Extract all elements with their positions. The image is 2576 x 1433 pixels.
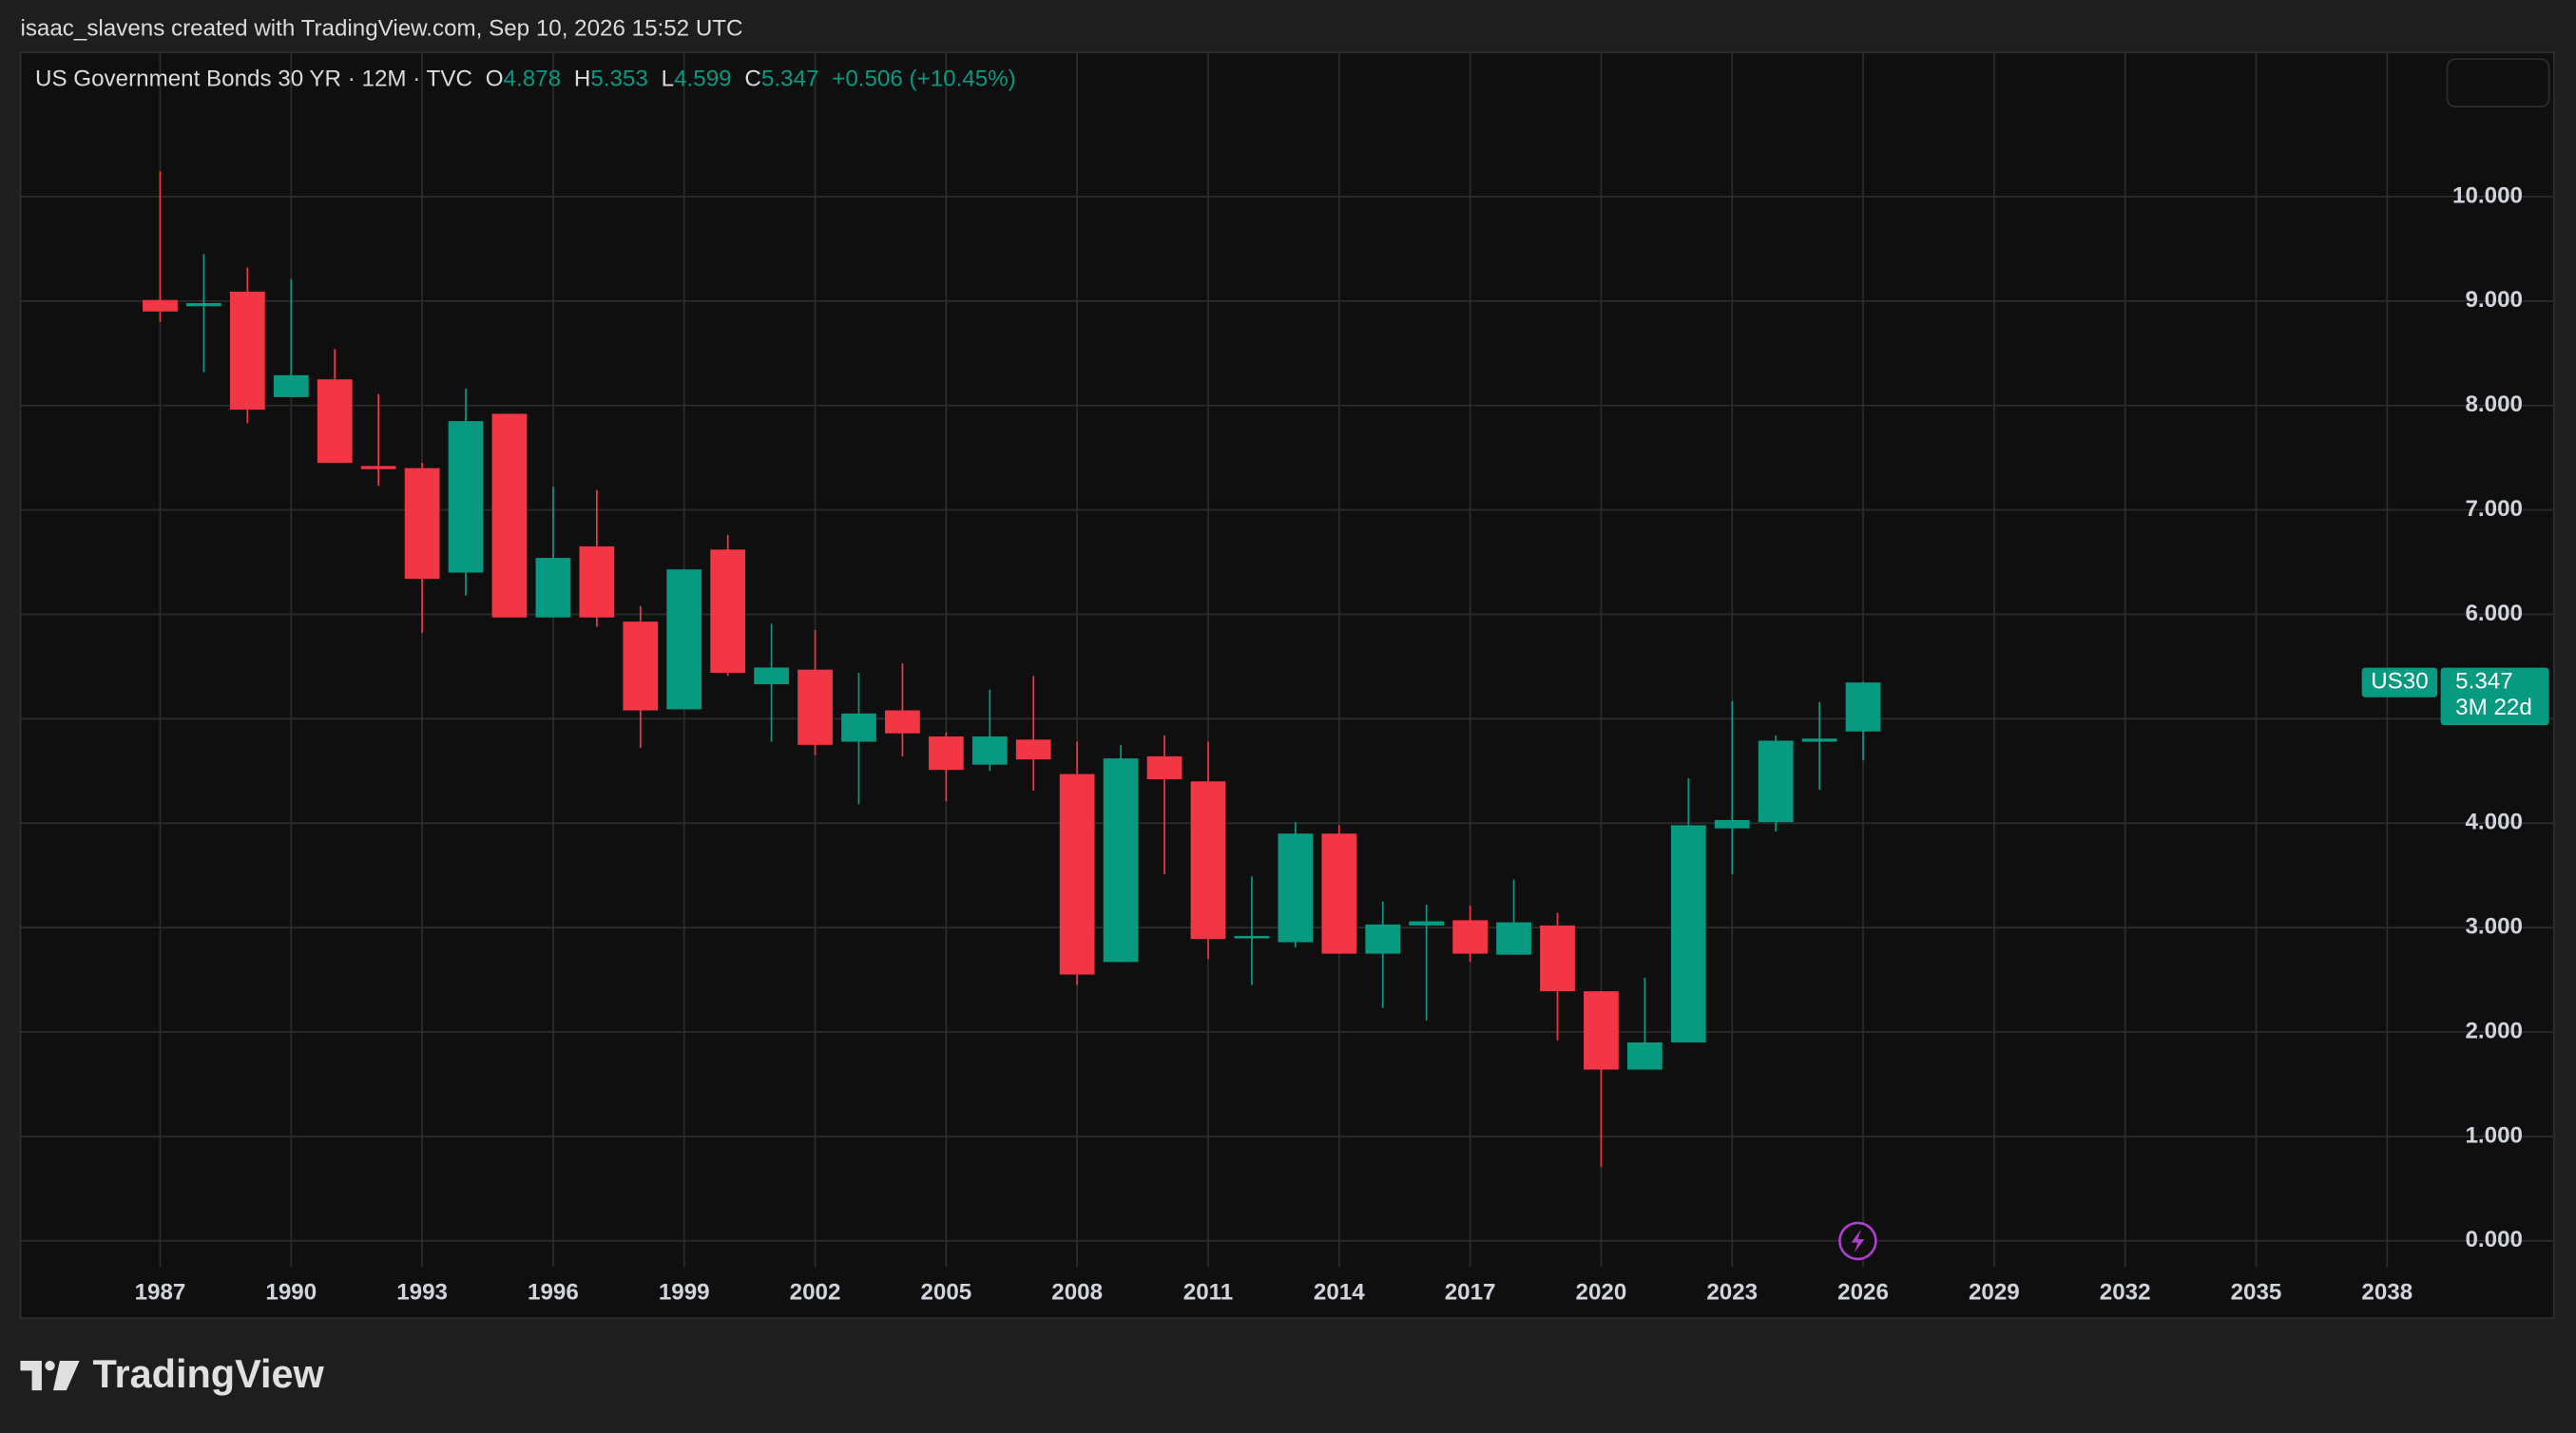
y-tick-label: 10.000	[2452, 182, 2523, 208]
attribution: isaac_slavens created with TradingView.c…	[20, 15, 742, 41]
candle-body	[971, 736, 1008, 765]
symbol-label-box	[2361, 667, 2438, 697]
candle-body	[1540, 925, 1575, 992]
x-tick-label: 2035	[2231, 1280, 2282, 1306]
symbol-title: US Government Bonds 30 YR · 12M · TVC	[35, 67, 472, 92]
candle-body	[1584, 991, 1619, 1070]
ohlc-key: H	[574, 67, 590, 92]
x-tick-label: 2002	[790, 1280, 841, 1306]
grid: 0.0001.0002.0003.0004.0005.0006.0007.000…	[20, 52, 2554, 1306]
candle-body	[841, 713, 876, 742]
countdown-label: 3M 22d	[2455, 695, 2532, 720]
candle-body	[798, 669, 833, 745]
x-tick-label: 1993	[396, 1280, 448, 1306]
logo-text: TradingView	[92, 1351, 324, 1396]
x-tick-label: 2014	[1314, 1280, 1365, 1306]
candle-body	[1801, 738, 1837, 742]
candle-body	[360, 466, 396, 469]
candle-body	[1015, 739, 1051, 760]
y-tick-label: 7.000	[2465, 496, 2522, 522]
price-label-box	[2440, 667, 2549, 726]
candle-body	[491, 413, 528, 618]
y-tick-label: 8.000	[2465, 392, 2522, 417]
candle-body	[1714, 819, 1750, 829]
x-tick-label: 1999	[659, 1280, 710, 1306]
x-tick-label: 2023	[1706, 1280, 1758, 1306]
ohlc-key: O	[486, 67, 504, 92]
candle-body	[273, 374, 309, 397]
candle-body	[754, 667, 789, 685]
x-tick-label: 2005	[920, 1280, 971, 1306]
candle-body	[186, 303, 221, 307]
y-tick-label: 6.000	[2465, 601, 2522, 626]
x-tick-label: 1990	[265, 1280, 317, 1306]
candle-body	[710, 549, 746, 673]
candle-body	[1190, 781, 1226, 940]
candle-body	[1496, 922, 1531, 955]
y-tick-label: 1.000	[2465, 1122, 2522, 1148]
candle-body	[1758, 740, 1794, 823]
ohlc-value: 4.878	[504, 67, 562, 92]
candle-body	[623, 621, 659, 711]
candle-body	[928, 736, 964, 771]
candle-body	[1626, 1041, 1663, 1070]
x-tick-label: 2026	[1837, 1280, 1889, 1306]
candle-body	[1452, 920, 1488, 954]
symbol-label: US30	[2371, 669, 2428, 695]
candles	[143, 171, 1881, 1167]
ohlc-key: L	[662, 67, 674, 92]
candle-body	[579, 546, 615, 618]
change: +0.506 (+10.45%)	[832, 67, 1016, 92]
x-tick-label: 1987	[135, 1280, 186, 1306]
x-tick-label: 2020	[1576, 1280, 1627, 1306]
legend: US Government Bonds 30 YR · 12M · TVC O4.…	[35, 67, 1016, 92]
candle-body	[1409, 921, 1445, 926]
ohlc-value: 4.599	[674, 67, 732, 92]
settings-button[interactable]	[2446, 58, 2550, 108]
ohlc-value: 5.347	[761, 67, 819, 92]
ohlc-value: 5.353	[590, 67, 648, 92]
candle-body	[1845, 682, 1881, 732]
candle-body	[1321, 833, 1357, 954]
x-tick-label: 2038	[2361, 1280, 2413, 1306]
price-label: 5.347	[2455, 669, 2512, 695]
candle-body	[404, 468, 440, 580]
candle-body	[317, 379, 353, 464]
candle-body	[885, 710, 920, 734]
candle-body	[1278, 833, 1314, 943]
candle-body	[1146, 755, 1182, 780]
event-icon	[1838, 1221, 1877, 1261]
x-tick-label: 2011	[1183, 1280, 1233, 1306]
candle-body	[143, 299, 178, 312]
candle-body	[448, 421, 484, 573]
x-tick-label: 2032	[2100, 1280, 2151, 1306]
ohlc-key: C	[744, 67, 760, 92]
logo: TradingView	[20, 1351, 325, 1396]
candle-body	[1059, 774, 1095, 975]
x-tick-label: 2029	[1969, 1280, 2020, 1306]
y-tick-label: 2.000	[2465, 1018, 2522, 1043]
candle-body	[666, 569, 702, 710]
candle-body	[1670, 825, 1706, 1042]
plot-area	[19, 51, 2555, 1319]
candle-body	[1103, 758, 1139, 963]
x-tick-label: 2017	[1445, 1280, 1496, 1306]
y-tick-label: 0.000	[2465, 1227, 2522, 1252]
x-tick-label: 2008	[1051, 1280, 1103, 1306]
candle-body	[535, 558, 571, 618]
candle-body	[1365, 924, 1401, 954]
x-tick-label: 1996	[528, 1280, 579, 1306]
y-tick-label: 9.000	[2465, 287, 2522, 313]
candle-body	[1234, 935, 1270, 939]
candle-body	[229, 291, 265, 411]
y-tick-label: 4.000	[2465, 810, 2522, 835]
y-tick-label: 3.000	[2465, 914, 2522, 940]
